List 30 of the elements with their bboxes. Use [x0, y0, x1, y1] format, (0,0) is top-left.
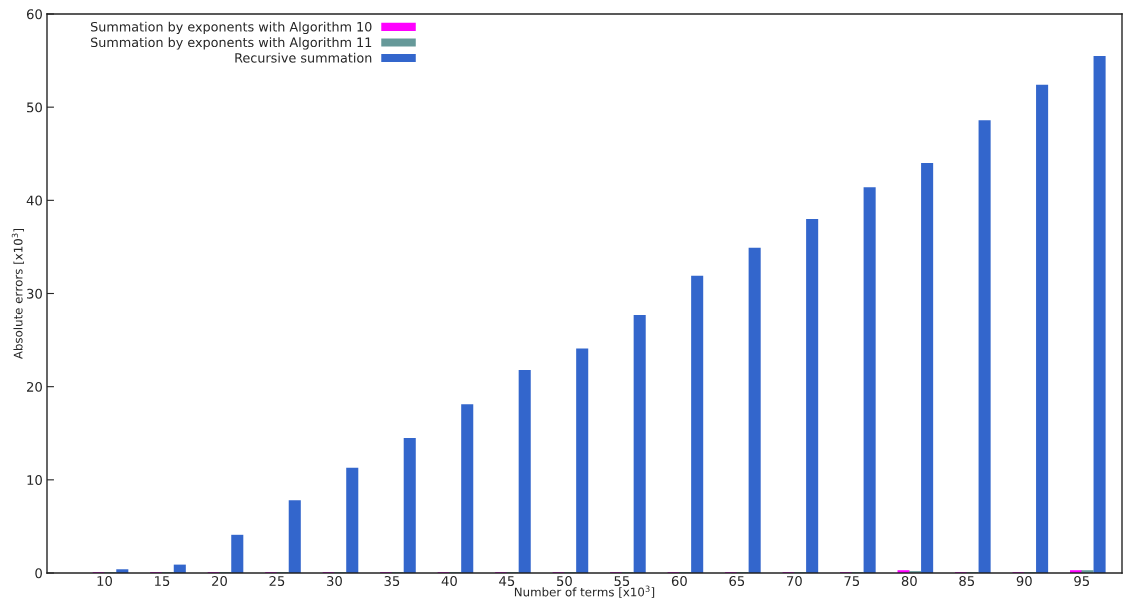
x-axis-title: Number of terms [x10$^{3}$] [514, 585, 655, 598]
x-tick-label: 75 [844, 576, 860, 586]
x-tick-label: 85 [959, 576, 975, 586]
x-tick-label: 10 [97, 576, 113, 586]
y-tick-label: 10 [27, 475, 42, 486]
x-tick-label: 80 [901, 576, 917, 586]
legend-label: Summation by exponents with Algorithm 11 [90, 37, 372, 50]
x-tick-label: 35 [384, 576, 400, 586]
y-tick-label: 60 [26, 9, 42, 20]
y-tick-label: 40 [26, 195, 42, 206]
x-tick-label: 65 [729, 576, 745, 586]
y-tick-label: 50 [27, 102, 42, 113]
x-tick-label: 90 [1016, 576, 1032, 586]
x-tick-label: 95 [1074, 576, 1089, 586]
x-tick-label: 45 [499, 576, 515, 586]
x-tick-label: 60 [671, 576, 687, 586]
y-tick-label: 30 [27, 288, 42, 299]
x-tick-label: 70 [787, 576, 802, 586]
x-tick-label: 50 [557, 576, 572, 586]
x-tick-label: 30 [327, 576, 342, 586]
x-tick-label: 20 [212, 576, 227, 586]
x-tick-label: 25 [269, 576, 285, 586]
y-axis-title: Absolute errors [x10$^{3}$] [11, 228, 24, 360]
legend-label: Summation by exponents with Algorithm 10 [90, 21, 372, 35]
x-tick-label: 15 [155, 576, 170, 586]
y-tick-label: 0 [35, 568, 42, 579]
y-tick-label: 20 [27, 381, 42, 392]
x-tick-label: 55 [614, 576, 630, 586]
legend-label: Recursive summation [235, 52, 372, 63]
x-tick-label: 40 [441, 576, 457, 586]
